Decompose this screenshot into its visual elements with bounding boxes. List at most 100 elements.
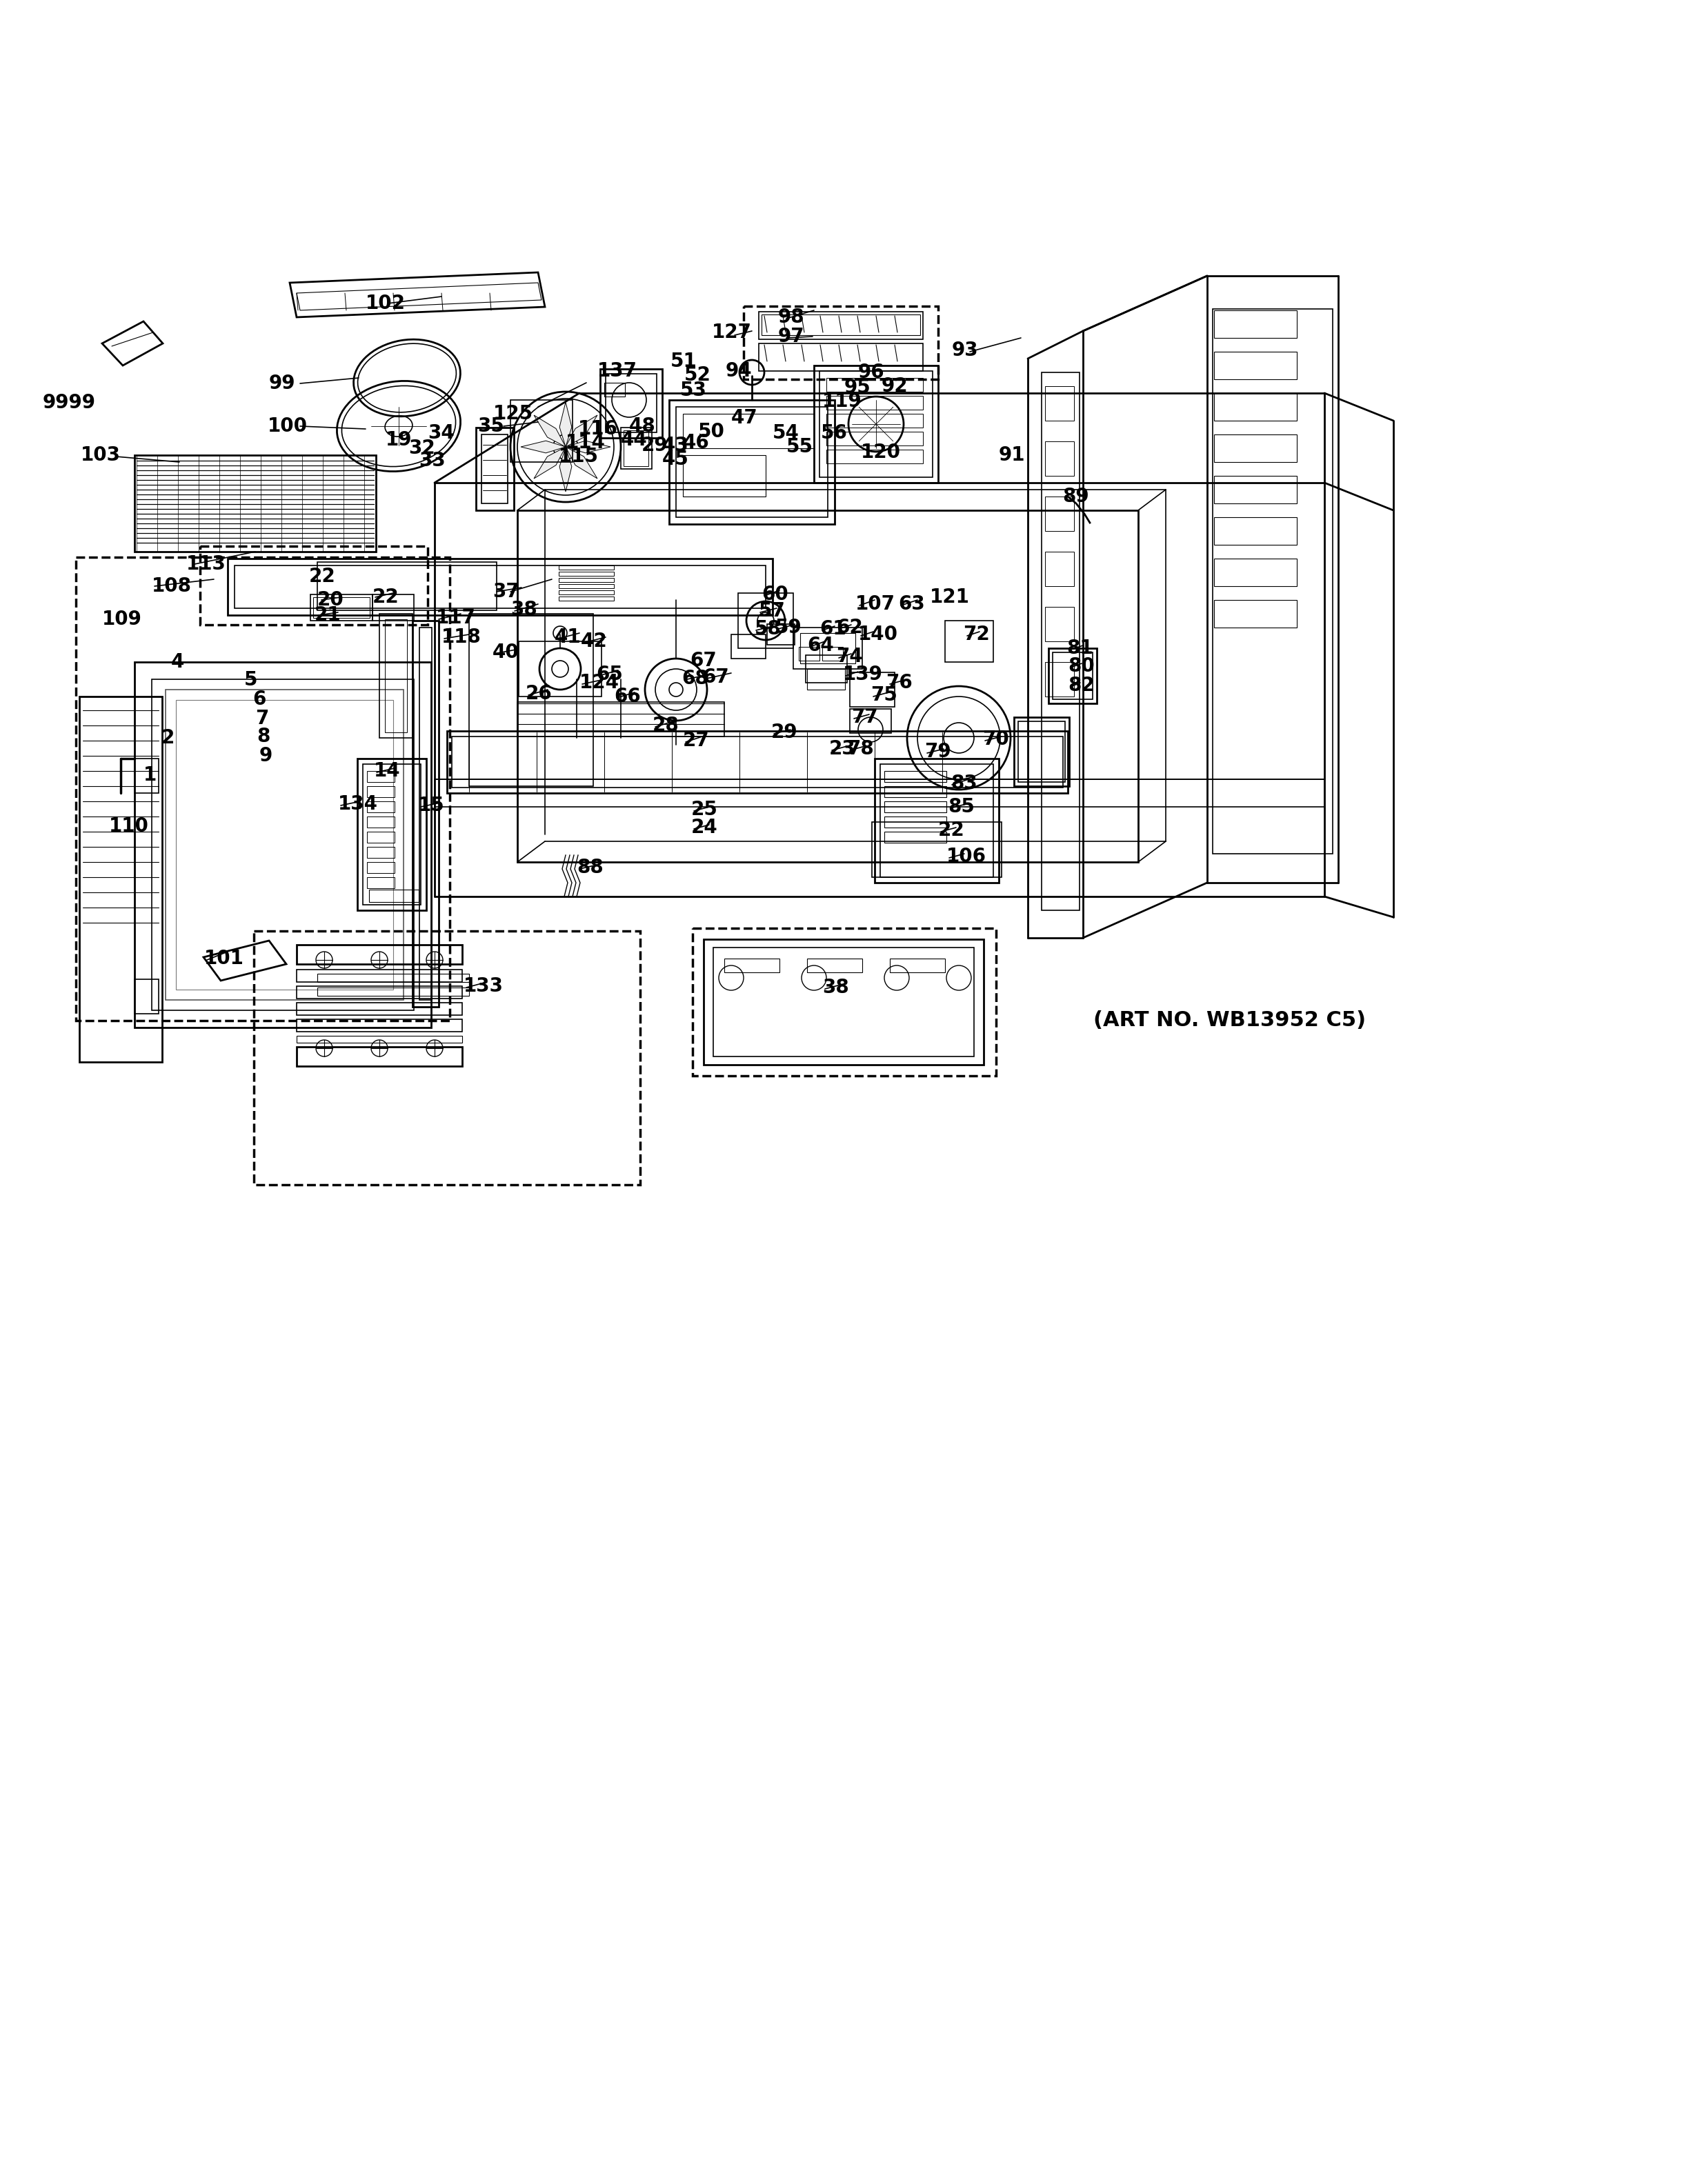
- Bar: [135, 758, 159, 793]
- Text: 67: 67: [703, 668, 728, 686]
- Text: 107: 107: [855, 594, 896, 614]
- Text: 85: 85: [948, 797, 975, 817]
- Text: 109: 109: [101, 609, 142, 629]
- Text: 96: 96: [859, 363, 886, 382]
- Bar: [826, 432, 923, 446]
- Bar: [367, 847, 394, 858]
- Text: 115: 115: [559, 448, 598, 465]
- Bar: [1213, 476, 1296, 505]
- Bar: [732, 633, 766, 660]
- Bar: [1213, 435, 1296, 463]
- Bar: [808, 668, 845, 690]
- Text: 75: 75: [870, 686, 897, 705]
- Text: 114: 114: [566, 432, 605, 452]
- Text: 54: 54: [772, 424, 799, 443]
- Bar: [385, 620, 407, 732]
- Bar: [884, 817, 946, 828]
- Text: 56: 56: [821, 424, 848, 443]
- Bar: [850, 710, 891, 734]
- Text: 29: 29: [642, 437, 668, 454]
- Text: 25: 25: [691, 799, 718, 819]
- Bar: [891, 959, 945, 972]
- Bar: [1213, 601, 1296, 627]
- Text: 99: 99: [269, 373, 296, 393]
- Text: 44: 44: [620, 430, 647, 450]
- Bar: [368, 889, 419, 902]
- Bar: [228, 559, 772, 616]
- Text: 140: 140: [859, 625, 897, 644]
- Bar: [739, 594, 793, 649]
- Bar: [1053, 653, 1093, 699]
- Bar: [559, 596, 613, 601]
- Text: 89: 89: [1063, 487, 1088, 507]
- Text: 116: 116: [578, 419, 619, 439]
- Text: 58: 58: [755, 620, 781, 638]
- Text: 26: 26: [526, 684, 553, 703]
- Bar: [517, 511, 1137, 863]
- Bar: [759, 343, 923, 371]
- Text: 77: 77: [852, 708, 877, 727]
- Polygon shape: [559, 448, 571, 491]
- Text: 97: 97: [777, 328, 804, 347]
- Text: 139: 139: [843, 664, 882, 684]
- Bar: [135, 662, 431, 1026]
- Bar: [166, 690, 404, 1000]
- Polygon shape: [566, 441, 610, 452]
- Bar: [683, 454, 766, 496]
- Text: 37: 37: [492, 581, 519, 601]
- Text: 35: 35: [477, 417, 504, 437]
- Bar: [884, 786, 946, 797]
- Text: 62: 62: [837, 618, 864, 638]
- Text: 88: 88: [576, 858, 603, 878]
- Bar: [850, 673, 894, 708]
- Bar: [872, 821, 1002, 878]
- Text: 40: 40: [492, 642, 519, 662]
- Text: 120: 120: [860, 443, 901, 463]
- Text: 21: 21: [314, 605, 341, 625]
- Bar: [318, 561, 497, 609]
- Bar: [808, 959, 862, 972]
- Text: 28: 28: [652, 716, 679, 736]
- Text: 125: 125: [493, 404, 534, 424]
- Text: 5: 5: [243, 670, 257, 690]
- Text: 124: 124: [580, 673, 620, 692]
- Polygon shape: [521, 441, 566, 452]
- Bar: [683, 413, 815, 448]
- Text: 98: 98: [777, 308, 804, 328]
- Bar: [1044, 607, 1075, 642]
- Text: 45: 45: [662, 450, 690, 470]
- Bar: [823, 646, 843, 660]
- Text: 22: 22: [309, 568, 336, 585]
- Text: 53: 53: [679, 380, 706, 400]
- Bar: [884, 771, 946, 782]
- Bar: [372, 594, 414, 620]
- Bar: [367, 786, 394, 797]
- Bar: [367, 878, 394, 889]
- Text: 63: 63: [897, 594, 924, 614]
- Bar: [367, 802, 394, 812]
- Text: 91: 91: [999, 446, 1026, 465]
- Bar: [451, 736, 1063, 788]
- Text: 70: 70: [982, 729, 1009, 749]
- Bar: [1213, 308, 1333, 854]
- Bar: [176, 699, 394, 989]
- Bar: [799, 633, 855, 664]
- Bar: [744, 306, 938, 380]
- Bar: [600, 369, 662, 439]
- Bar: [517, 701, 725, 736]
- Bar: [806, 655, 847, 684]
- Bar: [826, 378, 923, 391]
- Text: 33: 33: [419, 452, 446, 470]
- Polygon shape: [566, 415, 597, 448]
- Bar: [820, 371, 933, 478]
- Bar: [379, 614, 412, 738]
- Text: 23: 23: [830, 738, 855, 758]
- Bar: [1044, 553, 1075, 585]
- Text: 38: 38: [823, 978, 848, 998]
- Text: 113: 113: [186, 555, 226, 574]
- Bar: [313, 596, 370, 618]
- Text: 94: 94: [725, 360, 752, 380]
- Bar: [1213, 393, 1296, 422]
- Bar: [367, 832, 394, 843]
- Text: 60: 60: [762, 585, 788, 605]
